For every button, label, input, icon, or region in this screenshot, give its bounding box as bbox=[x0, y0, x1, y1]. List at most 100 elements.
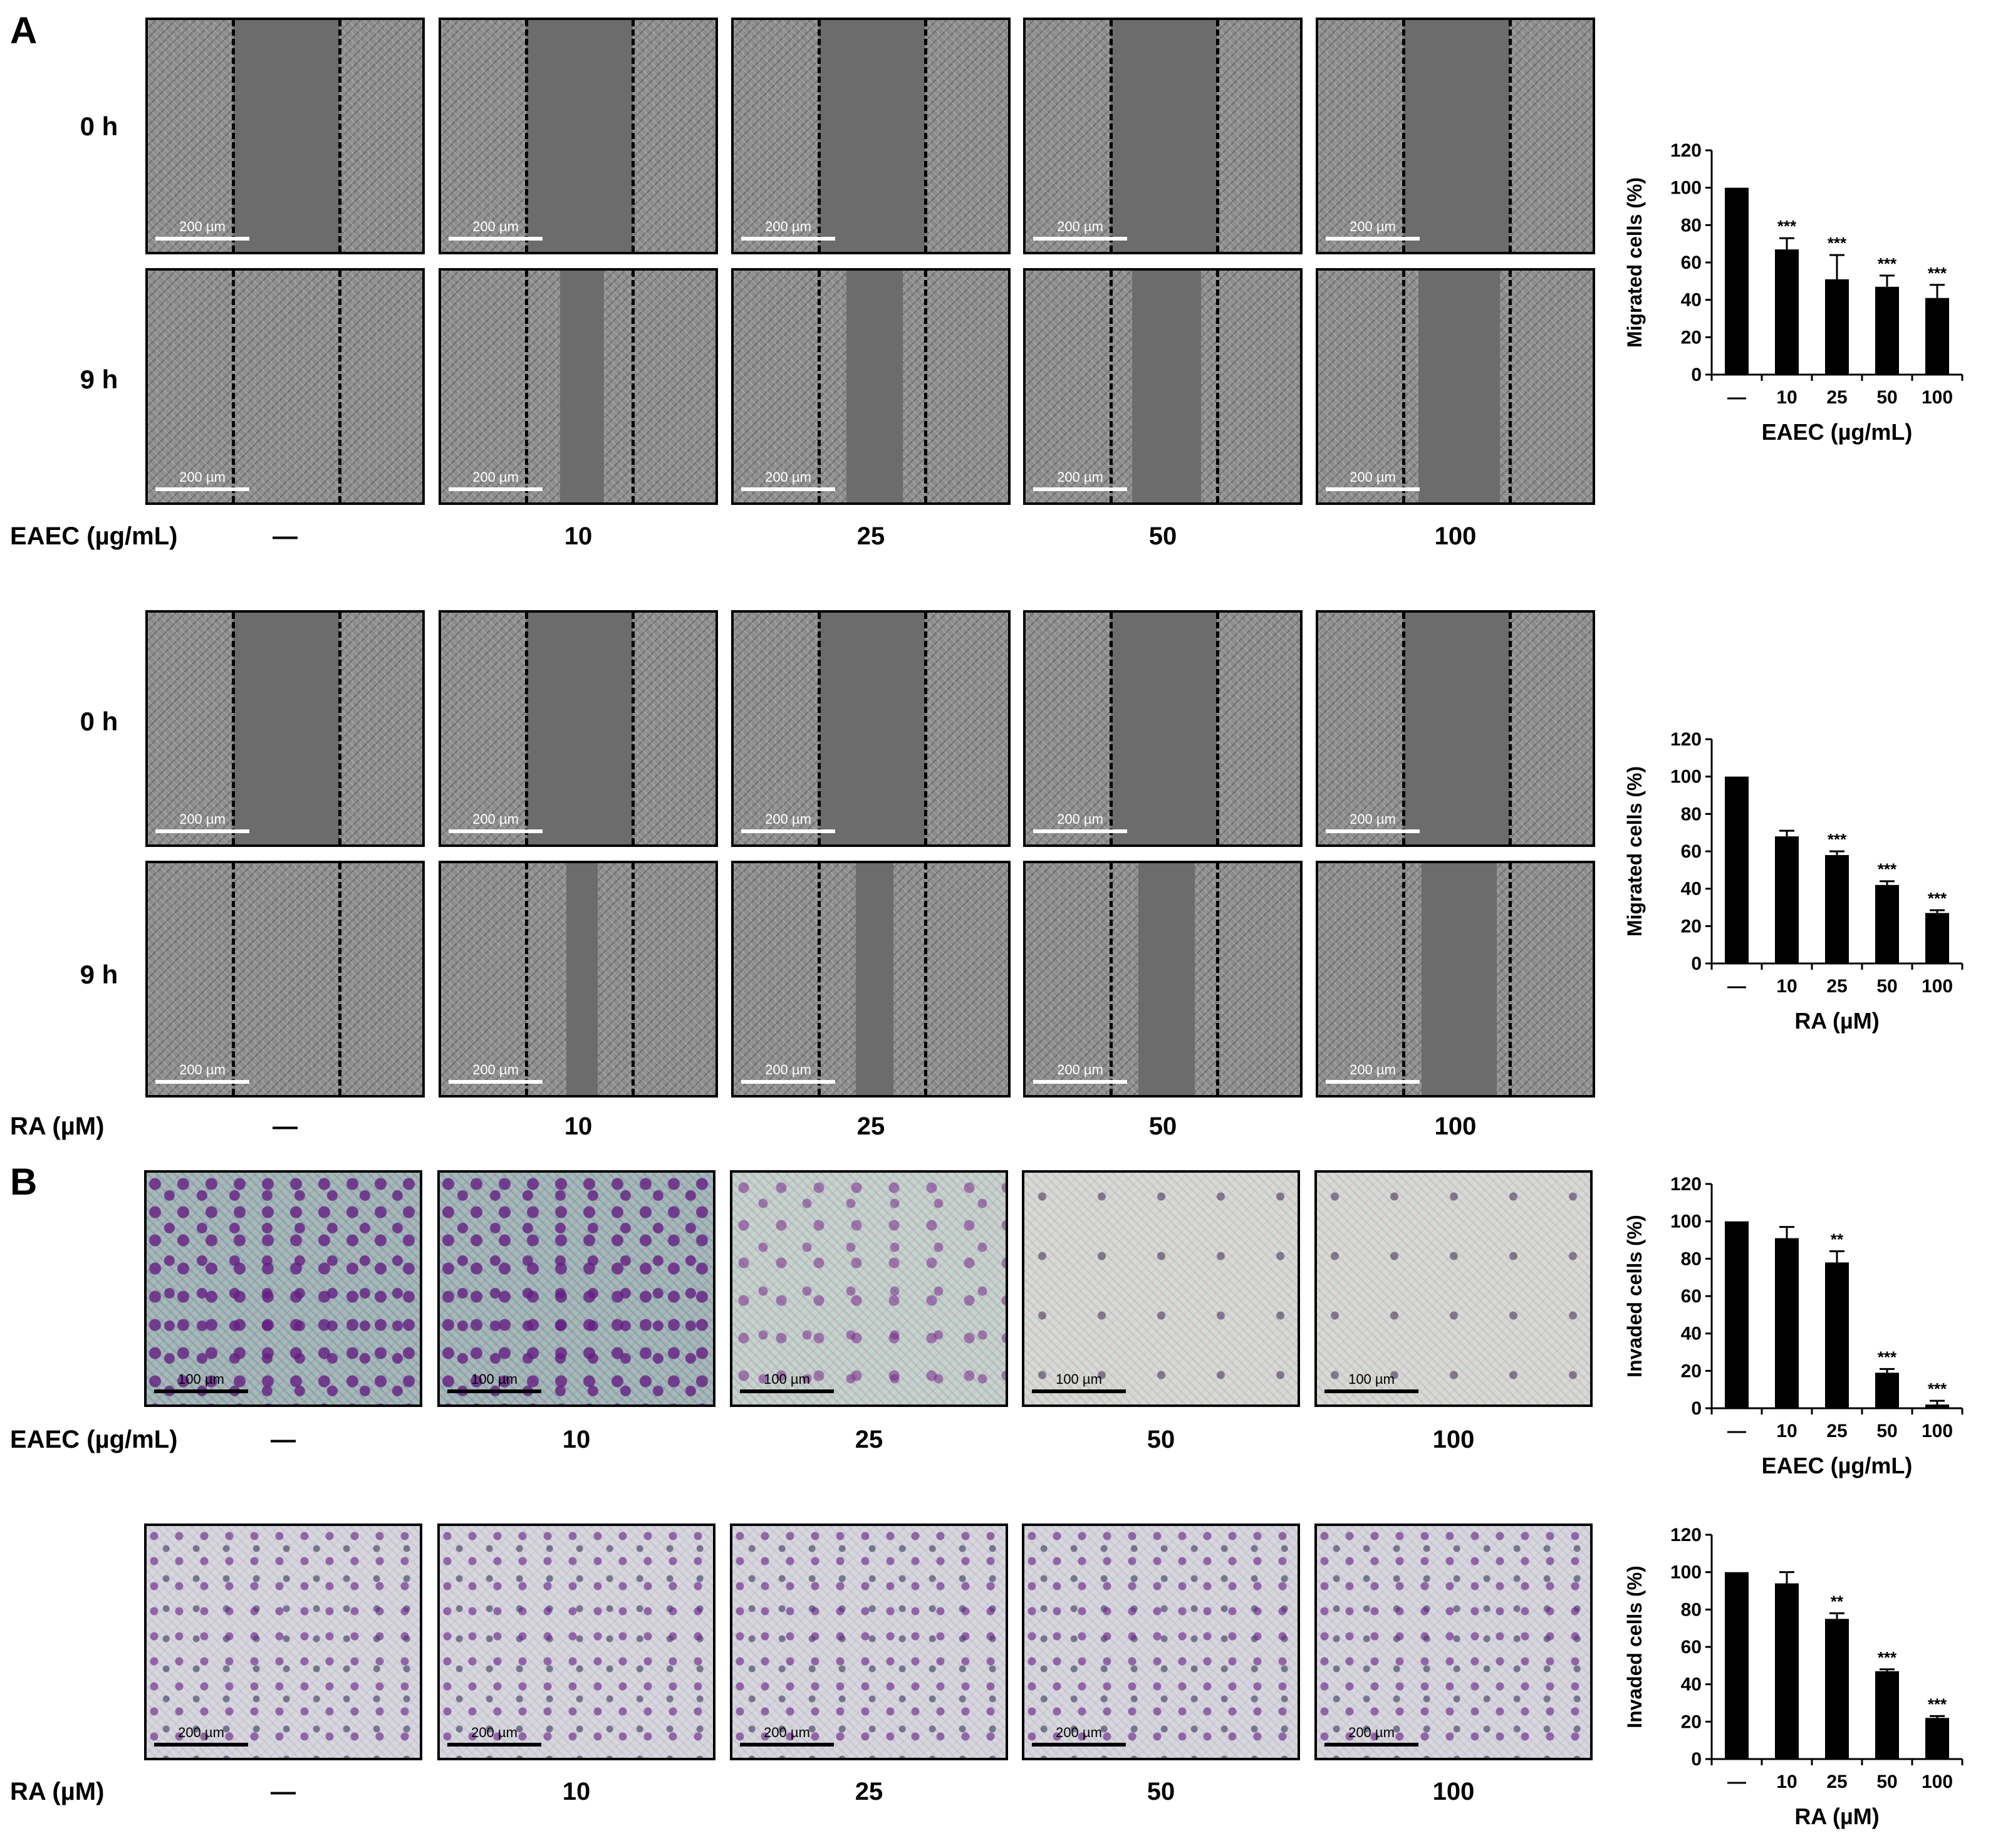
scale-bar: 200 µm bbox=[449, 1062, 543, 1085]
scale-bar: 200 µm bbox=[1324, 1725, 1418, 1748]
x-tick-label: 100 bbox=[1922, 1772, 1953, 1792]
x-tick-label: 50 bbox=[1876, 1772, 1897, 1792]
x-axis-label: EAEC (µg/mL) bbox=[1762, 419, 1913, 445]
y-tick-label: 120 bbox=[1670, 729, 1702, 750]
condition-label: — bbox=[271, 1778, 296, 1805]
time-label-9h: 9 h bbox=[80, 960, 118, 989]
scale-bar: 100 µm bbox=[447, 1372, 541, 1394]
y-tick-label: 60 bbox=[1681, 1286, 1702, 1307]
y-tick-label: 40 bbox=[1681, 290, 1702, 311]
condition-label: 100 bbox=[1434, 522, 1477, 550]
condition-label: 100 bbox=[1434, 1113, 1477, 1140]
row-label-eaec-a: EAEC (µg/mL) bbox=[10, 522, 178, 550]
significance-label: *** bbox=[1878, 254, 1897, 273]
condition-label: 25 bbox=[856, 522, 885, 550]
wound-image-eaec-9h-25: 200 µm bbox=[731, 268, 1011, 505]
bar-5 bbox=[1925, 1404, 1949, 1408]
scale-bar: 200 µm bbox=[1326, 470, 1420, 492]
significance-label: *** bbox=[1878, 860, 1897, 879]
wound-image-eaec-0h-100: 200 µm bbox=[1316, 18, 1595, 254]
bar-3 bbox=[1825, 854, 1849, 963]
wound-image-ra-0h-10: 200 µm bbox=[439, 610, 718, 847]
y-tick-label: 120 bbox=[1670, 140, 1702, 161]
wound-image-ra-9h-100: 200 µm bbox=[1316, 861, 1595, 1098]
significance-label: *** bbox=[1928, 889, 1947, 908]
invasion-image-ra-100: 200 µm bbox=[1314, 1524, 1593, 1760]
scale-bar: 200 µm bbox=[1033, 219, 1127, 242]
bar-1 bbox=[1725, 1572, 1749, 1759]
y-tick-label: 20 bbox=[1681, 1711, 1702, 1732]
y-axis-label: Migrated cells (%) bbox=[1623, 766, 1646, 937]
condition-label: — bbox=[271, 1426, 296, 1453]
scale-bar: 200 µm bbox=[447, 1725, 541, 1748]
x-axis-label: EAEC (µg/mL) bbox=[1762, 1453, 1913, 1478]
y-tick-label: 60 bbox=[1681, 252, 1702, 273]
condition-label: 50 bbox=[1147, 1426, 1175, 1453]
scale-bar: 200 µm bbox=[1033, 812, 1127, 834]
scale-bar: 200 µm bbox=[154, 1725, 248, 1748]
scale-bar: 200 µm bbox=[449, 470, 543, 492]
time-label-9h: 9 h bbox=[80, 365, 118, 394]
condition-label: 25 bbox=[855, 1778, 883, 1805]
wound-image-ra-9h-50: 200 µm bbox=[1023, 861, 1303, 1098]
scale-bar: 200 µm bbox=[155, 1062, 249, 1085]
x-tick-label: 10 bbox=[1776, 976, 1797, 997]
row-label-eaec-b: EAEC (µg/mL) bbox=[10, 1426, 178, 1453]
x-tick-label: 100 bbox=[1922, 976, 1953, 997]
wound-image-ra-9h-25: 200 µm bbox=[731, 861, 1011, 1098]
condition-label: 10 bbox=[562, 1778, 591, 1805]
scale-bar: 200 µm bbox=[741, 219, 835, 242]
x-tick-label: 50 bbox=[1876, 387, 1897, 408]
significance-label: ** bbox=[1831, 1592, 1844, 1611]
wound-image-eaec-0h-50: 200 µm bbox=[1023, 18, 1303, 254]
bar-3 bbox=[1825, 1262, 1849, 1408]
wound-image-ra-0h-control: 200 µm bbox=[145, 610, 425, 847]
scale-bar: 200 µm bbox=[449, 219, 543, 242]
wound-image-ra-0h-25: 200 µm bbox=[731, 610, 1011, 847]
y-tick-label: 60 bbox=[1681, 1637, 1702, 1658]
significance-label: *** bbox=[1878, 1347, 1897, 1366]
condition-label: 10 bbox=[564, 522, 593, 550]
y-tick-label: 80 bbox=[1681, 1248, 1702, 1269]
bar-4 bbox=[1875, 286, 1899, 375]
scale-bar: 200 µm bbox=[1032, 1725, 1126, 1748]
x-tick-label: 10 bbox=[1776, 1421, 1797, 1441]
significance-label: *** bbox=[1928, 1695, 1947, 1713]
condition-label: 50 bbox=[1148, 522, 1177, 550]
invasion-image-eaec-25: 100 µm bbox=[730, 1170, 1008, 1407]
y-tick-label: 100 bbox=[1670, 767, 1702, 787]
x-tick-label: — bbox=[1727, 387, 1746, 408]
y-tick-label: 0 bbox=[1691, 1749, 1702, 1770]
invasion-image-eaec-control: 100 µm bbox=[144, 1170, 422, 1407]
bar-chart-migration-eaec: 0 20 40 60 80 100 120 Migrated cells (%) — *** 10 *… bbox=[1623, 140, 1964, 445]
wound-image-ra-0h-100: 200 µm bbox=[1316, 610, 1595, 847]
wound-image-eaec-9h-100: 200 µm bbox=[1316, 268, 1595, 505]
scale-bar: 100 µm bbox=[1324, 1372, 1418, 1394]
y-tick-label: 20 bbox=[1681, 327, 1702, 348]
row-label-ra-b: RA (µM) bbox=[10, 1778, 105, 1805]
wound-image-ra-0h-50: 200 µm bbox=[1023, 610, 1303, 847]
y-tick-label: 80 bbox=[1681, 215, 1702, 236]
time-label-0h: 0 h bbox=[80, 707, 118, 736]
invasion-image-ra-50: 200 µm bbox=[1022, 1524, 1300, 1760]
y-tick-label: 40 bbox=[1681, 1674, 1702, 1695]
invasion-image-eaec-50: 100 µm bbox=[1022, 1170, 1300, 1407]
scale-bar: 200 µm bbox=[155, 812, 249, 834]
y-tick-label: 20 bbox=[1681, 1361, 1702, 1381]
condition-label: 100 bbox=[1432, 1426, 1475, 1453]
condition-label: 50 bbox=[1148, 1113, 1177, 1140]
condition-label: 25 bbox=[856, 1113, 885, 1140]
y-tick-label: 80 bbox=[1681, 804, 1702, 824]
x-axis-label: RA (µM) bbox=[1794, 1008, 1879, 1034]
bar-4 bbox=[1875, 885, 1899, 963]
bar-2 bbox=[1775, 249, 1799, 375]
scale-bar: 200 µm bbox=[1033, 1062, 1127, 1085]
scale-bar: 100 µm bbox=[1032, 1372, 1126, 1394]
y-tick-label: 40 bbox=[1681, 879, 1702, 900]
bar-3 bbox=[1825, 1619, 1849, 1759]
y-tick-label: 0 bbox=[1691, 953, 1702, 974]
bar-5 bbox=[1925, 913, 1949, 963]
x-tick-label: 100 bbox=[1922, 387, 1953, 408]
wound-image-eaec-0h-control: 200 µm bbox=[145, 18, 425, 254]
scale-bar: 200 µm bbox=[1033, 470, 1127, 492]
